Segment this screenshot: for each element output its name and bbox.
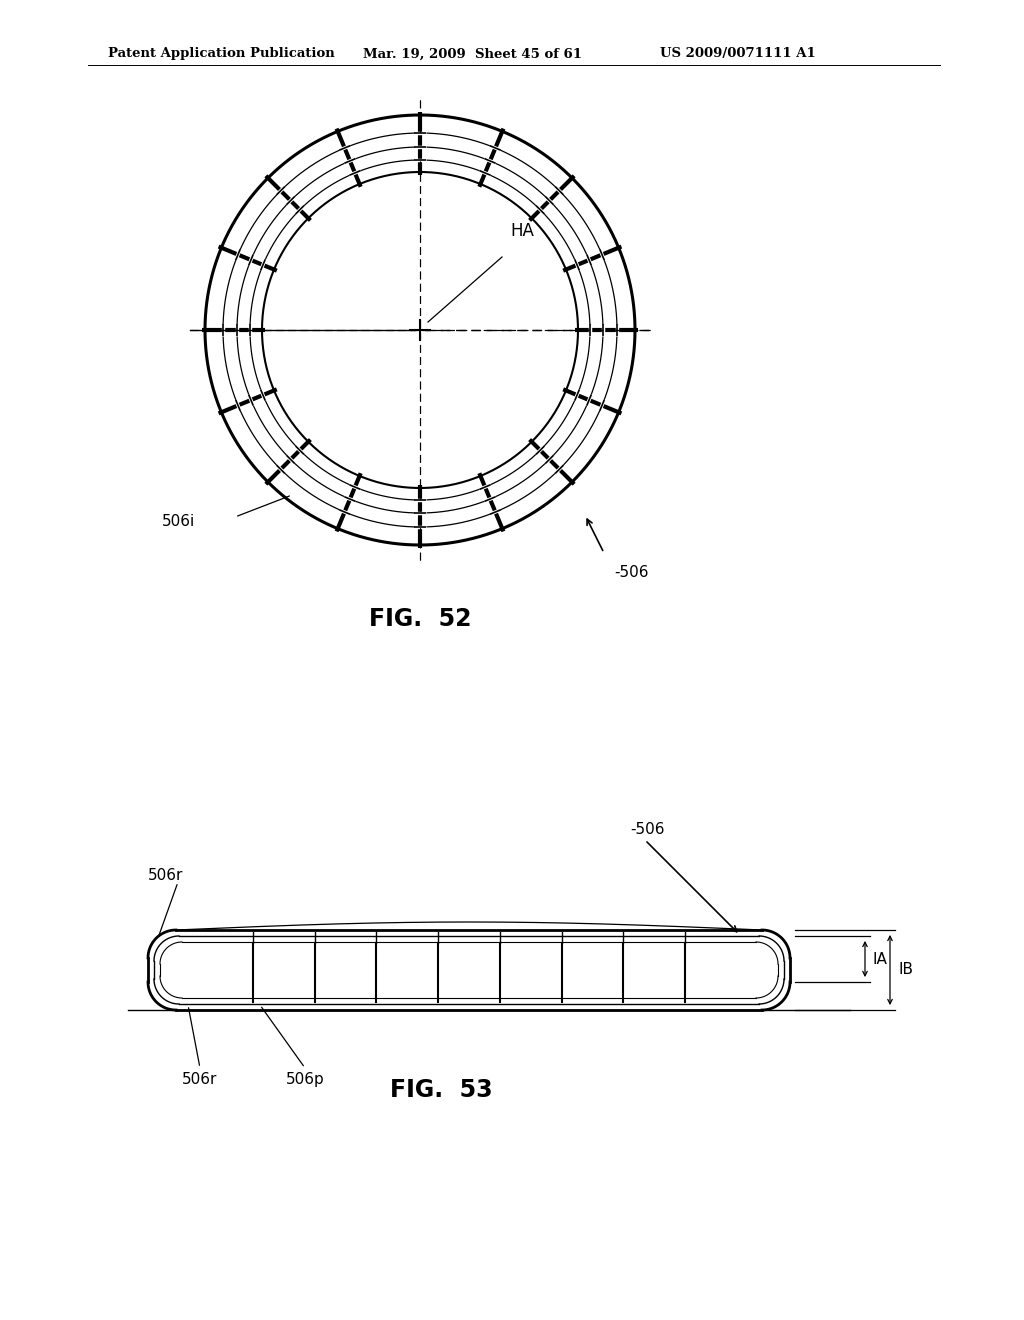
Text: IA: IA xyxy=(873,952,888,966)
Text: 506i: 506i xyxy=(162,515,195,529)
Text: 506r: 506r xyxy=(148,867,183,883)
Text: -506: -506 xyxy=(630,822,665,837)
Text: -506: -506 xyxy=(614,565,648,579)
Text: US 2009/0071111 A1: US 2009/0071111 A1 xyxy=(660,48,816,61)
Text: IB: IB xyxy=(898,962,913,978)
Text: HA: HA xyxy=(510,222,534,240)
Text: FIG.  52: FIG. 52 xyxy=(369,607,471,631)
Text: Patent Application Publication: Patent Application Publication xyxy=(108,48,335,61)
Text: 506r: 506r xyxy=(182,1072,218,1086)
Text: 506p: 506p xyxy=(286,1072,325,1086)
Text: FIG.  53: FIG. 53 xyxy=(390,1078,493,1102)
Text: Mar. 19, 2009  Sheet 45 of 61: Mar. 19, 2009 Sheet 45 of 61 xyxy=(362,48,582,61)
